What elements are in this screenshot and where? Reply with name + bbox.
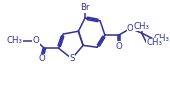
- Text: CH₃: CH₃: [146, 38, 162, 47]
- Text: O: O: [38, 54, 45, 63]
- Text: O: O: [127, 24, 134, 33]
- Text: CH₃: CH₃: [134, 22, 150, 31]
- Text: O: O: [116, 42, 122, 51]
- Text: O: O: [32, 36, 39, 45]
- Text: CH₃: CH₃: [7, 36, 23, 45]
- Text: CH₃: CH₃: [153, 34, 169, 43]
- Text: S: S: [69, 54, 74, 63]
- Text: Br: Br: [80, 3, 90, 12]
